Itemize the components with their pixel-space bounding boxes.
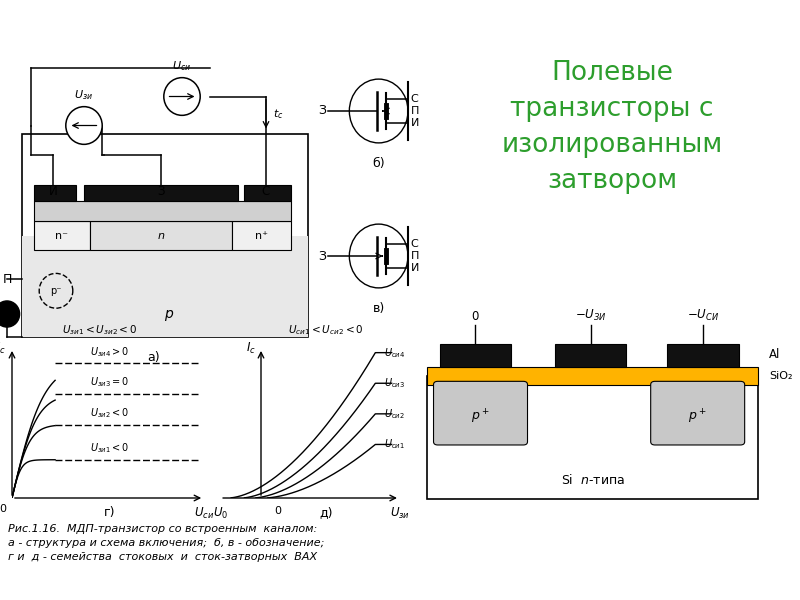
Text: С: С xyxy=(410,94,418,104)
Circle shape xyxy=(350,79,408,143)
Text: $U_0$: $U_0$ xyxy=(213,506,228,521)
FancyBboxPatch shape xyxy=(434,382,527,445)
Text: $p^+$: $p^+$ xyxy=(471,408,490,427)
Text: исток: исток xyxy=(459,345,491,355)
Text: З: З xyxy=(158,185,165,198)
Bar xyxy=(667,344,738,367)
Text: И: И xyxy=(49,185,58,198)
Text: $-U_{СИ}$: $-U_{СИ}$ xyxy=(687,308,719,323)
Bar xyxy=(22,236,308,337)
Text: $U_{зи3} = 0$: $U_{зи3} = 0$ xyxy=(90,376,130,389)
Bar xyxy=(34,185,76,201)
Text: $U_{зи1} < U_{зи2} < 0$: $U_{зи1} < U_{зи2} < 0$ xyxy=(62,323,138,337)
Circle shape xyxy=(0,301,19,327)
Text: $U_{зи4} > 0$: $U_{зи4} > 0$ xyxy=(90,345,130,359)
Text: $-U_{ЗИ}$: $-U_{ЗИ}$ xyxy=(575,308,606,323)
Text: П: П xyxy=(2,272,12,286)
Text: $U_{зи}$: $U_{зи}$ xyxy=(390,506,410,521)
Text: $I_c$: $I_c$ xyxy=(246,341,256,356)
Text: $U_{зи2} < 0$: $U_{зи2} < 0$ xyxy=(90,406,130,420)
Text: SiO₂: SiO₂ xyxy=(769,371,792,380)
Bar xyxy=(243,185,291,201)
Bar xyxy=(427,367,758,385)
Text: П: П xyxy=(410,251,419,261)
Text: Рис.1.16.  МДП-транзистор со встроенным  каналом:
а - структура и схема включени: Рис.1.16. МДП-транзистор со встроенным к… xyxy=(8,524,324,562)
Circle shape xyxy=(66,107,102,145)
Text: $p^+$: $p^+$ xyxy=(688,408,707,427)
Text: $U_{зи1} < 0$: $U_{зи1} < 0$ xyxy=(90,442,130,455)
Bar xyxy=(84,185,238,201)
Text: Si  $n$-типа: Si $n$-типа xyxy=(561,473,625,487)
Bar xyxy=(90,221,233,250)
Text: сток: сток xyxy=(690,345,715,355)
Text: затвор: затвор xyxy=(572,345,610,355)
Text: Al: Al xyxy=(769,348,780,361)
Text: 0: 0 xyxy=(0,504,6,514)
Bar xyxy=(439,344,510,367)
Text: д): д) xyxy=(319,506,333,520)
Text: в): в) xyxy=(373,302,385,316)
Text: р: р xyxy=(164,307,172,321)
Text: $U_{си}$: $U_{си}$ xyxy=(194,506,214,521)
Text: П: П xyxy=(410,106,419,116)
Text: И: И xyxy=(410,118,419,128)
Bar xyxy=(34,201,291,221)
Text: С: С xyxy=(410,239,418,249)
Text: г): г) xyxy=(104,506,116,520)
Text: n: n xyxy=(158,230,165,241)
Text: n⁺: n⁺ xyxy=(255,230,268,241)
Text: 0: 0 xyxy=(274,506,281,515)
Text: И: И xyxy=(410,263,419,273)
Bar xyxy=(22,134,308,337)
Text: Полевые
транзисторы с
изолированным
затвором: Полевые транзисторы с изолированным затв… xyxy=(502,60,722,194)
Bar xyxy=(555,344,626,367)
Text: $U_{си2}$: $U_{си2}$ xyxy=(383,407,404,421)
Text: р⁻: р⁻ xyxy=(50,286,62,296)
Circle shape xyxy=(164,77,200,115)
Text: $U_{си}$: $U_{си}$ xyxy=(173,59,191,73)
Bar xyxy=(427,376,758,499)
Text: б): б) xyxy=(372,157,385,170)
Text: $U_{зи}$: $U_{зи}$ xyxy=(74,88,94,102)
Text: $U_{си3}$: $U_{си3}$ xyxy=(383,376,405,390)
Text: 0: 0 xyxy=(471,310,479,323)
Text: $I_c$: $I_c$ xyxy=(0,341,6,356)
Text: n⁻: n⁻ xyxy=(55,230,68,241)
Text: З: З xyxy=(318,250,326,263)
Circle shape xyxy=(350,224,408,288)
FancyBboxPatch shape xyxy=(650,382,745,445)
Text: З: З xyxy=(318,104,326,118)
Text: С: С xyxy=(262,185,270,198)
Text: $U_{си4}$: $U_{си4}$ xyxy=(383,346,405,359)
Text: $U_{си1}$: $U_{си1}$ xyxy=(383,437,405,451)
Bar xyxy=(34,221,90,250)
Text: $t_c$: $t_c$ xyxy=(273,107,283,121)
Text: $U_{си1} < U_{си2} < 0$: $U_{си1} < U_{си2} < 0$ xyxy=(289,323,364,337)
Bar xyxy=(233,221,291,250)
Text: а): а) xyxy=(148,351,160,364)
